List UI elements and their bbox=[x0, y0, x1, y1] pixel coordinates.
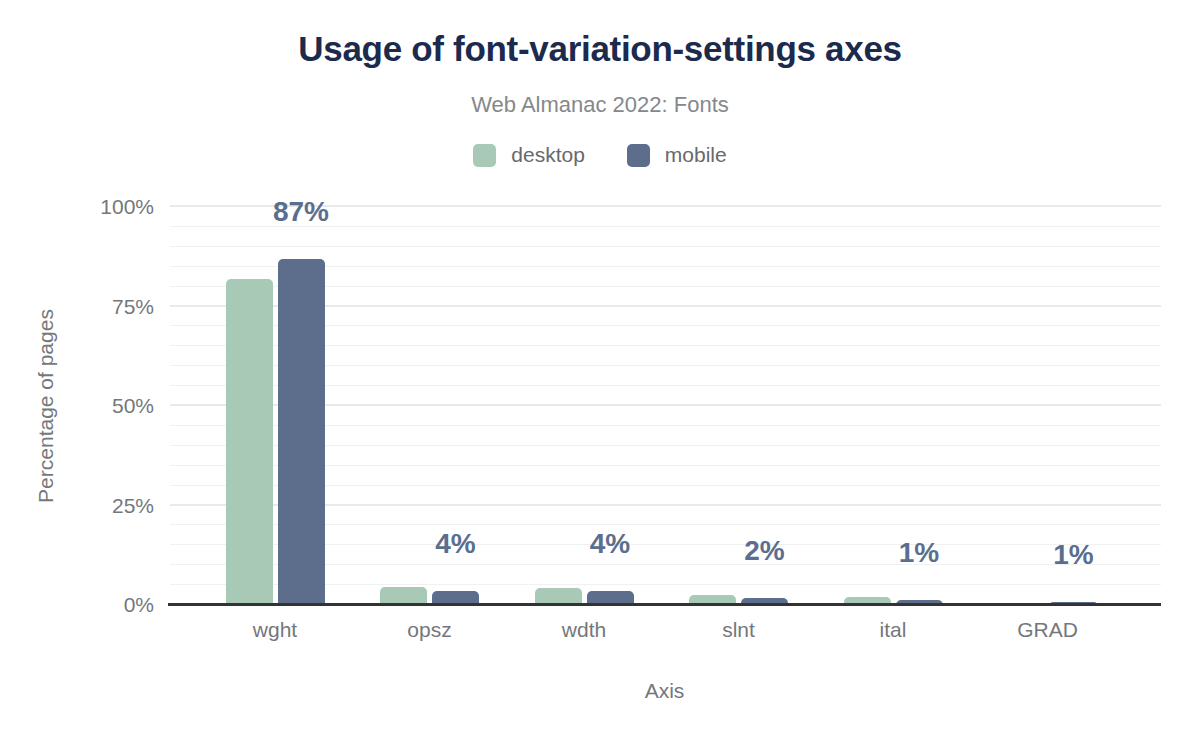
minor-gridline bbox=[170, 246, 1161, 247]
value-label-ital: 1% bbox=[839, 539, 999, 567]
value-label-wdth: 4% bbox=[530, 530, 690, 558]
legend-item-mobile: mobile bbox=[627, 143, 727, 167]
value-label-slnt: 2% bbox=[685, 537, 845, 565]
legend-label-mobile: mobile bbox=[665, 143, 727, 167]
x-category-label-opsz: opsz bbox=[355, 618, 505, 642]
bar-mobile-wght bbox=[278, 259, 325, 605]
x-category-label-slnt: slnt bbox=[664, 618, 814, 642]
x-category-label-wdth: wdth bbox=[509, 618, 659, 642]
value-label-GRAD: 1% bbox=[994, 541, 1154, 569]
y-tick-label: 100% bbox=[92, 196, 154, 218]
y-tick-label: 50% bbox=[92, 395, 154, 417]
value-label-wght: 87% bbox=[221, 198, 381, 226]
plot-area: 0%25%50%75%100%87%wght4%opsz4%wdth2%slnt… bbox=[168, 207, 1161, 605]
y-tick-label: 25% bbox=[92, 495, 154, 517]
x-category-label-ital: ital bbox=[818, 618, 968, 642]
x-category-label-wght: wght bbox=[200, 618, 350, 642]
y-axis-title: Percentage of pages bbox=[34, 309, 58, 503]
legend-label-desktop: desktop bbox=[511, 143, 585, 167]
legend-swatch-desktop bbox=[473, 144, 496, 167]
value-label-opsz: 4% bbox=[376, 530, 536, 558]
bar-desktop-wght bbox=[226, 279, 273, 605]
x-axis-title: Axis bbox=[168, 679, 1161, 703]
x-category-label-GRAD: GRAD bbox=[973, 618, 1123, 642]
chart-subtitle: Web Almanac 2022: Fonts bbox=[0, 92, 1200, 118]
chart-title: Usage of font-variation-settings axes bbox=[0, 28, 1200, 70]
chart-figure: Usage of font-variation-settings axes We… bbox=[0, 0, 1200, 742]
legend-swatch-mobile bbox=[627, 144, 650, 167]
y-tick-label: 0% bbox=[92, 594, 154, 616]
legend: desktop mobile bbox=[0, 143, 1200, 167]
y-tick-label: 75% bbox=[92, 296, 154, 318]
x-axis-line bbox=[168, 603, 1161, 606]
legend-item-desktop: desktop bbox=[473, 143, 585, 167]
